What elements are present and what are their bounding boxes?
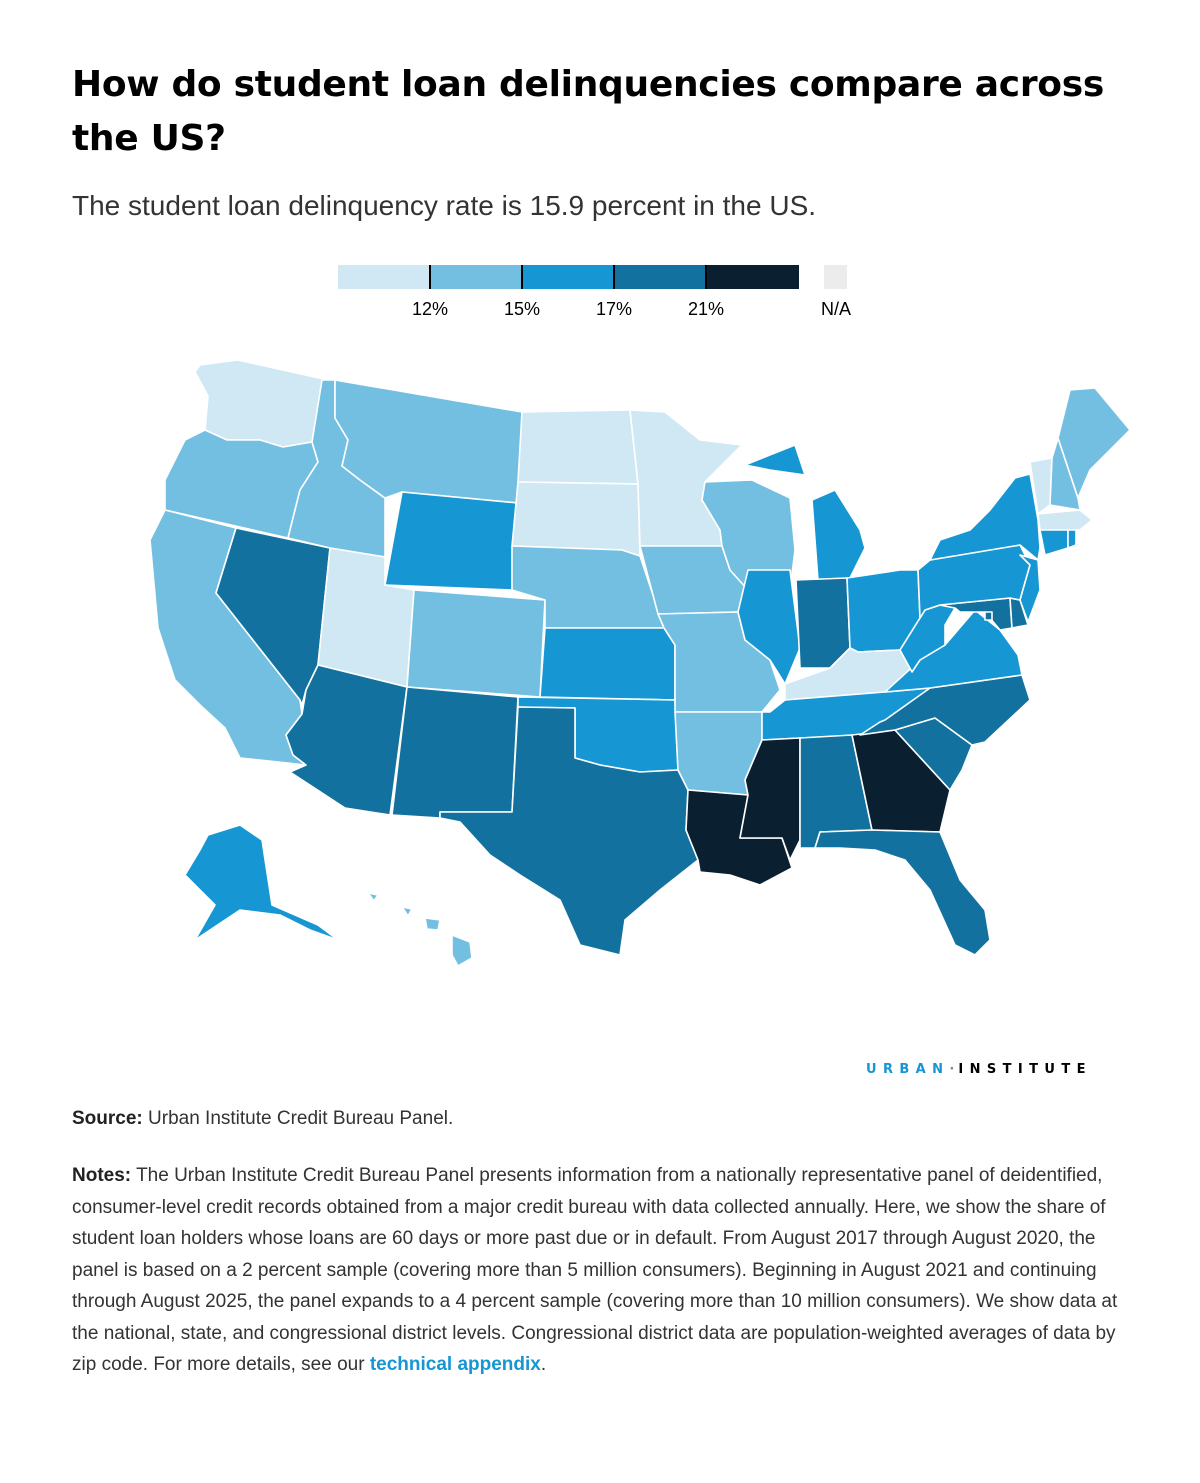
state-NM[interactable]: [391, 686, 519, 819]
state-SD[interactable]: [511, 481, 641, 557]
legend-tick: [521, 265, 523, 289]
state-IN[interactable]: [795, 577, 851, 669]
state-CO[interactable]: [406, 589, 546, 698]
source-label: Source:: [72, 1108, 143, 1129]
state-DC[interactable]: [984, 611, 993, 621]
state-AK[interactable]: [184, 824, 339, 941]
notes-end: .: [540, 1354, 547, 1375]
legend-swatch-na: [824, 265, 847, 289]
chart-title: How do student loan delinquencies compar…: [72, 64, 1104, 159]
state-WY[interactable]: [384, 491, 519, 591]
legend-swatch-3: [522, 265, 614, 289]
state-TX[interactable]: [439, 706, 699, 956]
legend-tick-label: 21%: [687, 299, 725, 319]
state-NH[interactable]: [1049, 437, 1081, 511]
notes-label: Notes:: [72, 1165, 132, 1186]
legend-tick: [429, 265, 431, 289]
notes: Notes: The Urban Institute Credit Bureau…: [72, 1160, 1132, 1381]
state-ME[interactable]: [1057, 387, 1131, 499]
legend-swatch-1: [338, 265, 430, 289]
source-text: Urban Institute Credit Bureau Panel.: [148, 1108, 454, 1129]
state-RI[interactable]: [1067, 527, 1077, 549]
state-ND[interactable]: [517, 409, 639, 485]
brand-institute: INSTITUTE: [958, 1062, 1092, 1077]
color-legend: 12% 15% 17% 21% N/A: [338, 265, 858, 325]
legend-na-label: N/A: [820, 299, 851, 319]
urban-institute-logo: URBAN·INSTITUTE: [866, 1062, 1092, 1077]
state-CT[interactable]: [1039, 527, 1069, 556]
brand-separator: ·: [949, 1062, 959, 1077]
technical-appendix-link[interactable]: technical appendix: [369, 1354, 541, 1375]
brand-urban: URBAN: [866, 1062, 950, 1077]
legend-tick: [613, 265, 615, 289]
source-note: Source: Urban Institute Credit Bureau Pa…: [72, 1108, 453, 1130]
state-KS[interactable]: [539, 627, 676, 701]
notes-text: The Urban Institute Credit Bureau Panel …: [72, 1165, 1118, 1375]
legend-tick-label: 17%: [595, 299, 633, 319]
legend-tick-label: 12%: [411, 299, 449, 319]
legend-swatch-2: [430, 265, 522, 289]
state-FL[interactable]: [814, 829, 991, 956]
state-NY[interactable]: [929, 473, 1041, 561]
state-MA[interactable]: [1037, 509, 1093, 531]
legend-swatch-4: [614, 265, 706, 289]
legend-tick: [705, 265, 707, 289]
chart-subtitle: The student loan delinquency rate is 15.…: [72, 190, 817, 221]
legend-tick-label: 15%: [503, 299, 541, 319]
state-HI[interactable]: [367, 892, 473, 967]
legend-swatch-5: [706, 265, 799, 289]
state-AZ[interactable]: [285, 664, 408, 816]
state-IL[interactable]: [737, 569, 801, 685]
us-choropleth-map: [149, 359, 1131, 967]
